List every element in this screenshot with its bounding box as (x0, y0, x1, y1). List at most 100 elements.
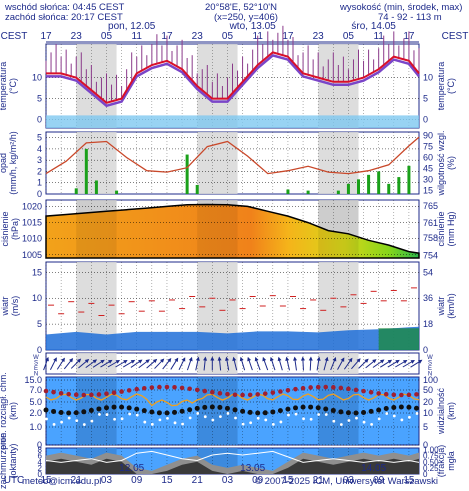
cloud-low-dot (113, 417, 116, 421)
cloud-low-dot (241, 422, 245, 426)
wind-arrow (308, 356, 313, 371)
tz-top-left: CEST (1, 31, 28, 42)
cloud-base-dot (156, 410, 162, 416)
cloud-low-dot (408, 415, 411, 419)
temp-ground-band (46, 115, 419, 128)
precip-bar (387, 183, 391, 194)
cloud-base-dot (247, 409, 253, 415)
wind-arrow (122, 359, 136, 368)
wind-left-tick: 0 (37, 345, 42, 355)
cloud-low-dot (324, 413, 328, 416)
cloud-top-dot (293, 386, 298, 392)
wind-arrow (351, 358, 361, 370)
wind-arrow-head (417, 359, 423, 364)
top-hour-tick: 23 (192, 31, 204, 42)
cloud-base-dot (187, 407, 193, 413)
wind-arrow (372, 359, 385, 368)
humidity-right-tick: 75 (423, 142, 433, 152)
wind-arrow-head (300, 356, 305, 361)
bottom-day-label: 13.05 (240, 463, 265, 474)
cloud-low-dot (60, 420, 64, 424)
top-day-label: pon, 12.05 (108, 21, 156, 32)
cloud-low-dot (67, 416, 71, 420)
top-hour-tick: 05 (343, 31, 355, 42)
cloud-base-dot (361, 410, 367, 416)
cloud-base-dot (383, 406, 389, 412)
cloud-low-dot (309, 417, 313, 421)
wind-arrow-head (269, 356, 274, 362)
pressure-right-tick: 754 (423, 250, 438, 260)
wind-arrow (203, 356, 208, 371)
wind-arrow-head (123, 360, 128, 364)
dewpoint-line (46, 54, 420, 108)
cloud-base-dot (323, 406, 329, 412)
temp-right-tick: 10 (423, 73, 433, 83)
cloud-low-dot (105, 413, 109, 416)
cloud-top-dot (323, 384, 329, 390)
cloud-base-dot (406, 404, 412, 410)
sunset-text: zachód słońca: 20:17 CEST (5, 12, 123, 23)
cloud-low-dot (355, 416, 358, 420)
precip-night-band (197, 132, 238, 194)
humidity-right-tick: 30 (423, 174, 433, 184)
precip-bar (377, 171, 381, 194)
wind-arrow (254, 356, 261, 371)
wind-arrow-head (53, 357, 57, 362)
wind-arrow-head (387, 359, 393, 364)
bottom-day-label: 14.05 (361, 463, 386, 474)
wind-arrow (100, 359, 113, 368)
wind-arrow-head (195, 356, 200, 361)
fog-right-tick: 0.75 (423, 452, 439, 461)
winddir-right-letter: S (428, 361, 432, 367)
cloud-low-dot (218, 415, 222, 419)
precip-night-band (318, 132, 359, 194)
cloud-low-dot (158, 418, 162, 422)
cloud-left-tick: 8 (38, 446, 43, 455)
cloud-cover-low (46, 458, 419, 474)
cloud-base-dot (270, 409, 276, 415)
wind-arrow-head (188, 356, 193, 362)
cloud-left-tick: 6 (38, 452, 43, 461)
cloud-base-dot (368, 408, 374, 414)
cloud-top-dot (255, 392, 261, 397)
cloud-top-dot (240, 392, 245, 398)
precip-left-tick: 5 (37, 133, 42, 143)
footer-email[interactable]: meteo@icm.edu.pl (22, 476, 102, 487)
cloud-base-dot (119, 404, 125, 410)
fog-line (45, 450, 420, 463)
top-day-label: śro, 14.05 (351, 21, 396, 32)
pressure-left-tick: 1020 (22, 201, 42, 211)
cloud-base-dot (293, 405, 299, 411)
cloud-top-dot (43, 388, 49, 394)
cloud-base-dot (209, 404, 215, 410)
wind-right-tick: 36 (423, 293, 433, 303)
winddir-right-letter: N (428, 372, 432, 378)
wind-arrow-head (348, 357, 353, 363)
cloud-low-dot (226, 412, 230, 415)
cloud-low-dot (256, 416, 260, 420)
wind-arrow-head (100, 359, 105, 364)
precip-left-tick: 1 (37, 178, 42, 188)
cloud-top-dot (368, 390, 374, 395)
cloud-low-dot (166, 416, 169, 420)
cloud-base-dot (202, 404, 208, 410)
cloud-base-dot (345, 410, 351, 416)
footer-copyright: © 2007-2025 ICM, Uniwersytet Warszawski (255, 476, 438, 487)
wind-arrow-head (410, 360, 415, 364)
wind-arrow (107, 360, 121, 368)
wind-arrow (146, 358, 158, 369)
wind-left-tick: 15 (32, 267, 42, 277)
visib-left-tick: 2.0 (29, 408, 42, 418)
cloud-low-dot (415, 412, 419, 415)
wind-arrow-head (152, 358, 158, 364)
humidity-right-label: wilgotność wzgl. (436, 130, 446, 196)
wind-arrow-head (247, 356, 252, 362)
cloud-top-dot (232, 392, 238, 398)
cloud-base-dot (391, 404, 397, 410)
wind-right-tick: 18 (423, 319, 433, 329)
cloud-low-dot (128, 412, 132, 416)
top-hour-tick: 05 (222, 31, 234, 42)
cloud-top-dot (353, 387, 359, 393)
cloud-low-dot (135, 413, 139, 417)
precip-bar (195, 184, 199, 194)
